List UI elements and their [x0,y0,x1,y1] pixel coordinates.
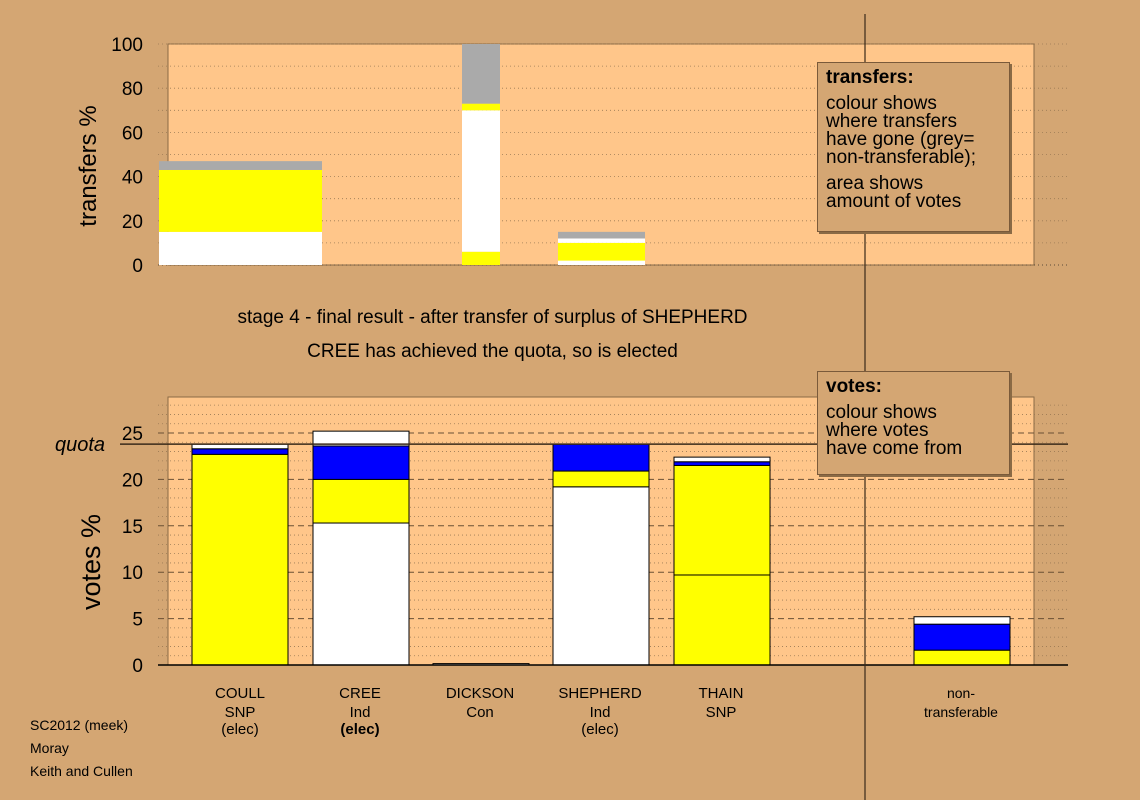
votes-bar-segment [191,453,289,666]
stage-caption: stage 4 - final result - after transfer … [237,307,748,328]
transfers-bar-segment [462,44,500,104]
votes-tick-label: 25 [122,424,143,445]
transfers-tick-label: 100 [111,35,143,56]
votes-legend-line: colour shows [826,402,937,423]
votes-legend-line: have come from [826,438,963,459]
votes-tick-label: 20 [122,470,143,491]
transfers-axis-label: transfers % [75,105,102,226]
transfers-tick-label: 60 [122,123,143,144]
candidate-party-label: Ind [350,704,371,721]
transfers-bar-segment [558,231,645,239]
transfers-bar-segment [558,238,645,243]
transfers-legend-line: have gone (grey= [826,129,975,150]
votes-tick-label: 10 [122,563,143,584]
candidate-name-label: SHEPHERD [558,685,642,702]
candidate-party-label: Con [466,704,494,721]
transfers-tick-label: 20 [122,212,143,233]
footer: SC2012 (meek) Moray Keith and Cullen [30,714,133,783]
transfers-legend-line: amount of votes [826,191,962,212]
candidate-party-label: SNP [706,704,737,721]
votes-tick-label: 0 [132,656,143,677]
transfers-bar-segment [558,260,645,265]
transfers-bar-segment [159,231,322,265]
votes-bar-segment [673,461,771,466]
votes-bar-segment [312,445,410,480]
votes-bar-segment [913,616,1011,625]
quota-label: quota [55,434,105,456]
transfers-bar-segment [462,251,500,265]
candidate-name-label: THAIN [699,685,744,702]
transfers-bar-segment [159,161,322,170]
candidate-party-label: Ind [590,704,611,721]
votes-bar-segment [673,574,771,666]
transfers-legend: transfers: colour shows where transfers … [817,62,1010,232]
votes-tick-label: 5 [132,610,143,631]
candidate-party-label: SNP [225,704,256,721]
candidate-party-label: transferable [924,704,998,720]
votes-bar-segment [913,623,1011,651]
footer-line: Keith and Cullen [30,763,133,779]
votes-tick-label: 15 [122,517,143,538]
votes-bar-segment [552,470,650,488]
votes-axis-label: votes % [76,514,106,610]
transfers-tick-label: 40 [122,168,143,189]
transfers-legend-line: non-transferable); [826,147,976,168]
votes-bar-segment [191,448,289,455]
votes-legend: votes: colour shows where votes have com… [817,371,1010,475]
transfers-bar-segment [462,110,500,252]
votes-bar-segment [552,443,650,472]
footer-line: SC2012 (meek) [30,717,129,733]
votes-legend-line: where votes [826,420,929,441]
transfers-tick-label: 0 [132,256,143,277]
transfers-bar-segment [558,242,645,261]
transfers-legend-line: where transfers [826,111,957,132]
transfers-bar-segment [159,169,322,232]
votes-bar-segment [312,522,410,666]
votes-bar-segment [673,464,771,576]
transfers-tick-label: 80 [122,79,143,100]
transfers-bar-segment [462,103,500,111]
candidate-name-label: DICKSON [446,685,514,702]
votes-bar-segment [673,456,771,463]
transfers-legend-line: area shows [826,173,924,194]
candidate-status-label: (elec) [581,721,619,738]
transfers-legend-line: colour shows [826,93,937,114]
votes-bar-segment [312,430,410,447]
elected-caption: CREE has achieved the quota, so is elect… [307,341,678,362]
candidate-name-label: COULL [215,685,265,702]
candidate-name-label: CREE [339,685,381,702]
transfers-legend-title: transfers: [826,67,914,88]
candidate-status-label: (elec) [340,721,379,738]
votes-legend-title: votes: [826,376,882,397]
candidate-status-label: (elec) [221,721,259,738]
votes-bar-segment [913,649,1011,666]
footer-line: Moray [30,740,69,756]
votes-bar-segment [312,478,410,524]
candidate-name-label: non- [947,685,975,701]
votes-bar-segment [552,486,650,666]
